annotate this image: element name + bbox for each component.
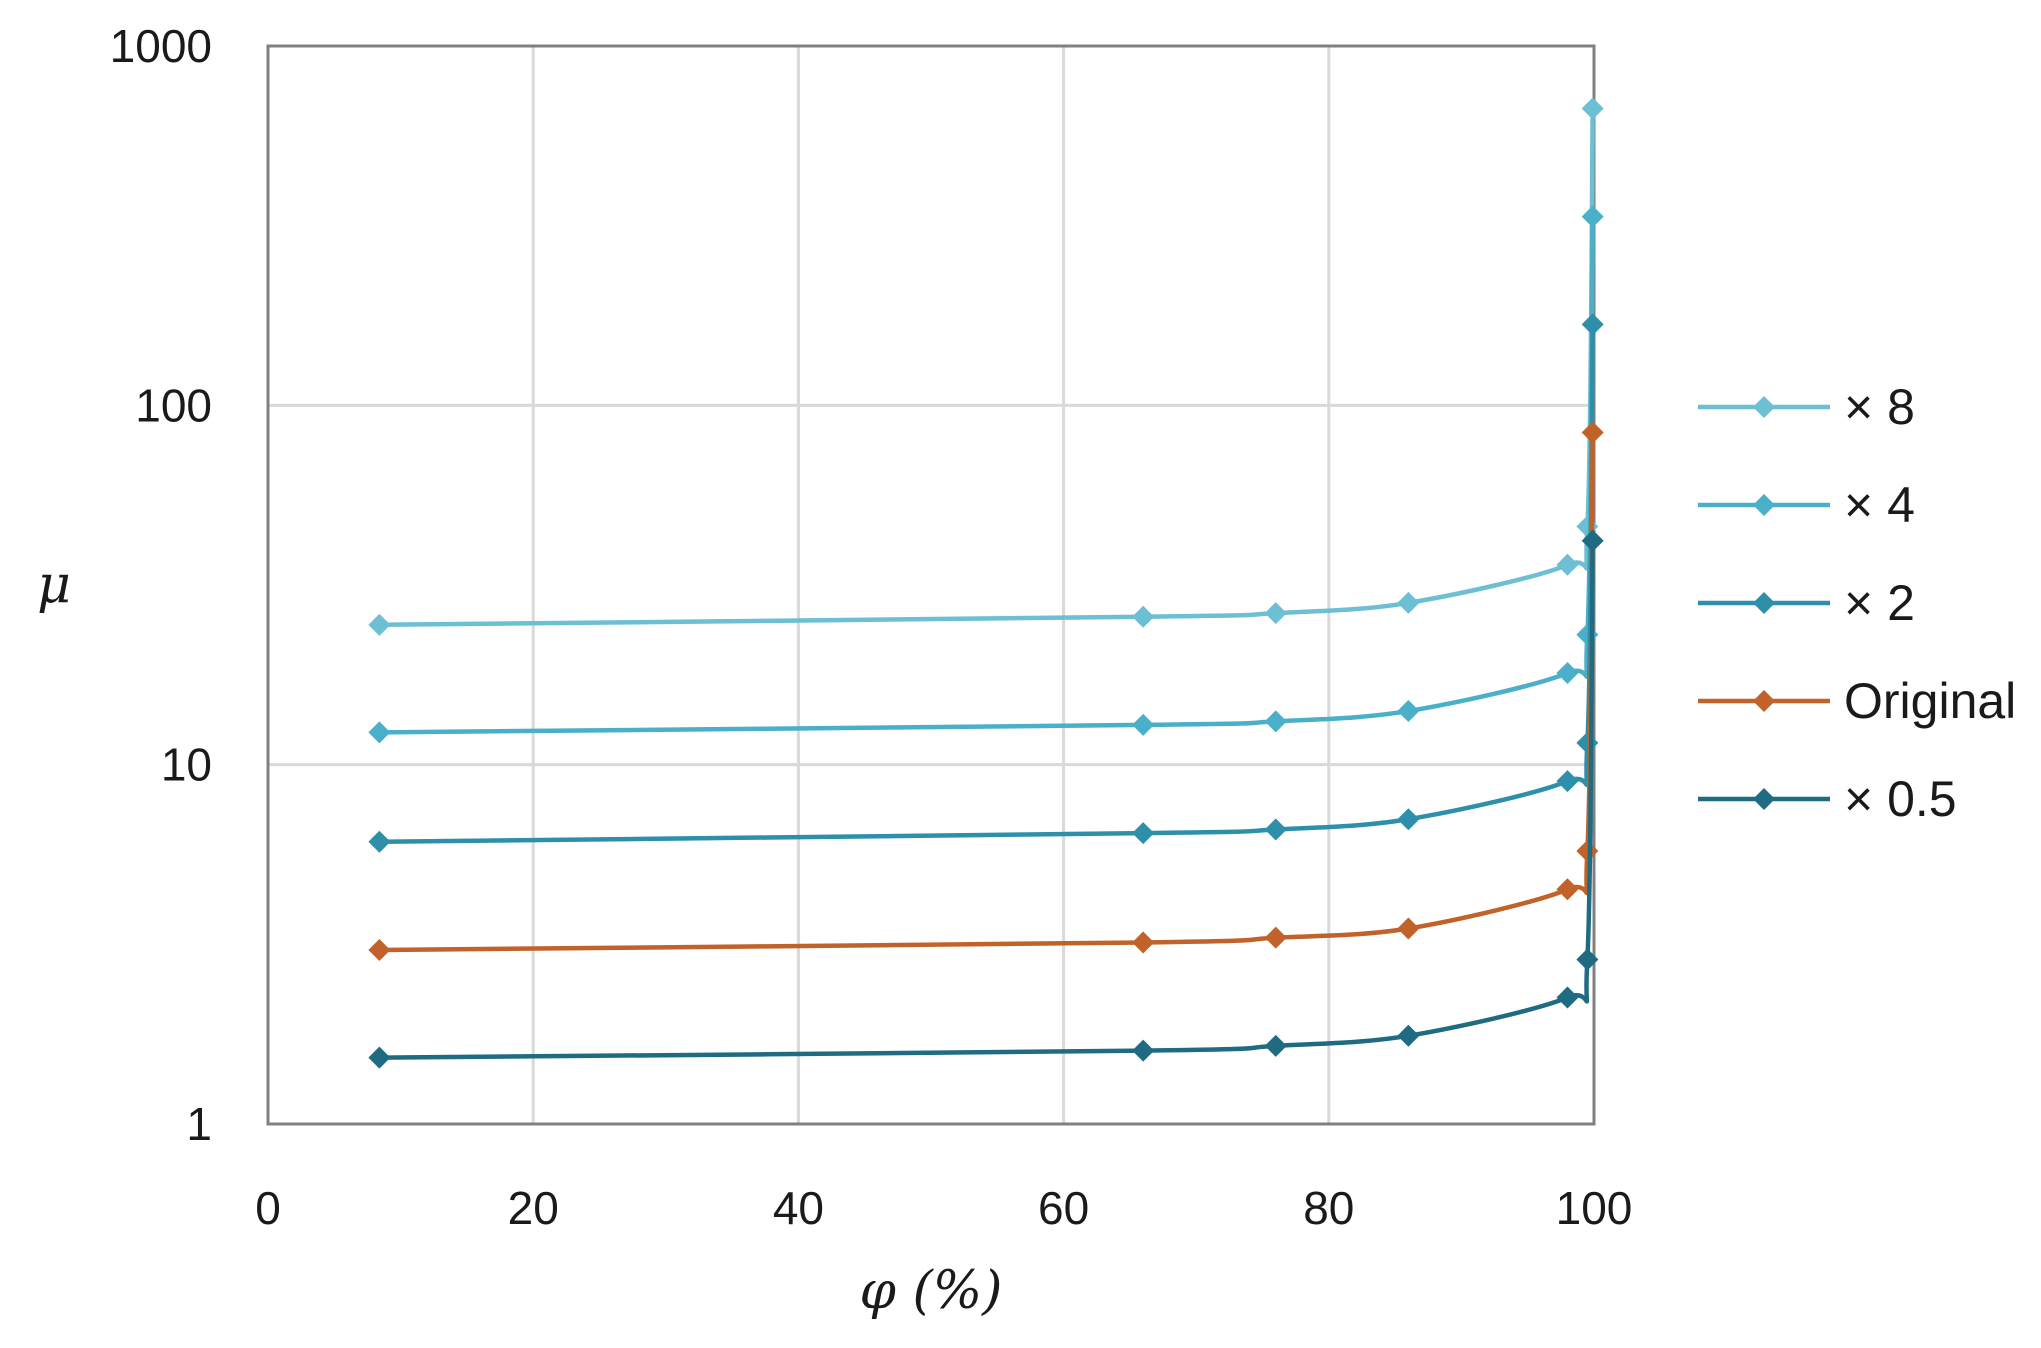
data-point [1132, 713, 1155, 736]
series-line [379, 540, 1595, 1060]
data-point [368, 613, 391, 636]
y-tick-label: 100 [135, 379, 212, 431]
data-point [1556, 770, 1579, 793]
data-point [368, 721, 391, 744]
data-point [1132, 822, 1155, 845]
x-tick-labels: 0 20 40 60 80 100 [255, 1182, 1632, 1234]
data-point [1581, 313, 1604, 336]
x-tick-label: 0 [255, 1182, 281, 1234]
data-point [1397, 917, 1420, 940]
data-point [1264, 926, 1287, 949]
data-point [1264, 818, 1287, 841]
data-point [1556, 553, 1579, 576]
x-tick-label: 20 [508, 1182, 559, 1234]
data-point [1581, 421, 1604, 444]
y-tick-label: 10 [161, 739, 212, 791]
data-point [368, 938, 391, 961]
y-tick-label: 1000 [110, 20, 212, 72]
legend-swatch-marker [1753, 396, 1775, 418]
data-point [1576, 948, 1599, 971]
series-line [379, 216, 1595, 735]
series-line [379, 108, 1595, 628]
legend-label: × 0.5 [1844, 771, 1957, 827]
data-point [1556, 661, 1579, 684]
legend-label: × 4 [1844, 477, 1915, 533]
legend-item: × 8 [1698, 379, 1915, 435]
data-point [1264, 602, 1287, 625]
data-point [1581, 97, 1604, 120]
legend-swatch-marker [1753, 788, 1775, 810]
y-axis-title: μ [37, 555, 71, 615]
data-point [1556, 878, 1579, 901]
series-layer [368, 97, 1604, 1069]
x-tick-label: 40 [773, 1182, 824, 1234]
legend-label: × 2 [1844, 575, 1915, 631]
legend: × 8 × 4 × 2 Original × 0.5 [1698, 379, 2016, 827]
data-point [1581, 205, 1604, 228]
series-2 [368, 313, 1604, 853]
data-point [1397, 1024, 1420, 1047]
y-tick-labels: 1 10 100 1000 [110, 20, 212, 1150]
x-tick-label: 80 [1303, 1182, 1354, 1234]
plot-frame [266, 44, 1596, 1126]
data-point [1264, 710, 1287, 733]
x-tick-label: 60 [1038, 1182, 1089, 1234]
data-point [1397, 808, 1420, 831]
series-line [379, 432, 1595, 953]
data-point [1581, 529, 1604, 552]
series-1 [368, 205, 1604, 744]
legend-item: × 2 [1698, 575, 1915, 631]
legend-item: × 0.5 [1698, 771, 1957, 827]
data-point [1576, 840, 1599, 863]
series-4 [368, 529, 1604, 1069]
legend-item: × 4 [1698, 477, 1915, 533]
series-0 [368, 97, 1604, 636]
legend-item: Original [1698, 673, 2016, 729]
data-point [1132, 1039, 1155, 1062]
y-tick-label: 1 [186, 1098, 212, 1150]
data-point [1556, 986, 1579, 1009]
data-point [1132, 931, 1155, 954]
data-point [1397, 700, 1420, 723]
x-tick-label: 100 [1556, 1182, 1633, 1234]
gridlines [268, 46, 1594, 1124]
x-axis-title: φ (%) [860, 1261, 1003, 1321]
data-point [1132, 605, 1155, 628]
legend-swatch-marker [1753, 592, 1775, 614]
data-point [368, 830, 391, 853]
data-point [1264, 1034, 1287, 1057]
legend-label: Original [1844, 673, 2016, 729]
legend-swatch-marker [1753, 690, 1775, 712]
series-3 [368, 421, 1604, 961]
legend-swatch-marker [1753, 494, 1775, 516]
legend-label: × 8 [1844, 379, 1915, 435]
data-point [368, 1046, 391, 1069]
data-point [1397, 591, 1420, 614]
